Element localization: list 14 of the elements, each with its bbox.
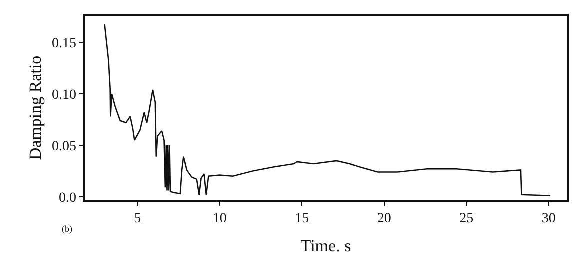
y-tick-label: 0.05 <box>52 139 76 154</box>
y-tick-label: 0.0 <box>58 190 76 206</box>
line-series <box>104 24 552 197</box>
x-tick-label: 30 <box>542 212 556 227</box>
y-tick-label: 0.10 <box>52 88 76 104</box>
x-tick-label: 5 <box>134 212 142 227</box>
x-axis-title: Time. s <box>300 236 352 256</box>
y-axis-title: Damping Ratio <box>26 56 45 160</box>
x-tick-label: 20 <box>377 212 392 227</box>
text: (b) <box>62 224 72 234</box>
x-tick-label: 25 <box>460 212 474 227</box>
y-tick-label: 0.15 <box>52 36 76 52</box>
x-tick-label: 10 <box>212 212 227 227</box>
x-tick-label: 15 <box>295 212 310 227</box>
